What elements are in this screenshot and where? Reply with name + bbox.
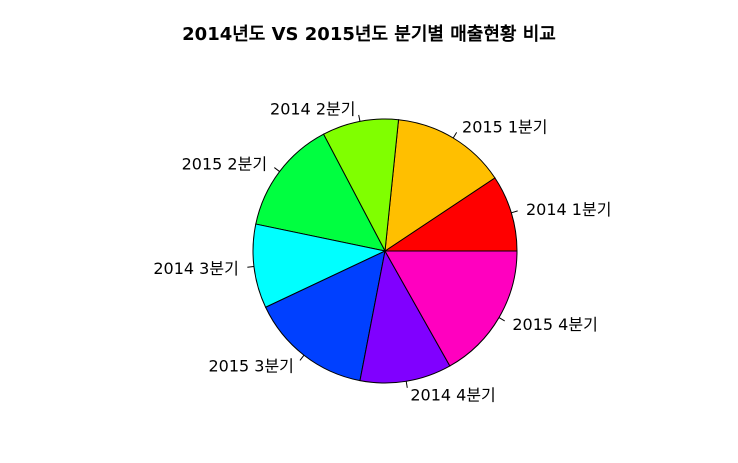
slice-leader-line xyxy=(405,381,408,388)
slice-leader-line xyxy=(358,114,361,122)
pie-slice xyxy=(322,118,400,253)
slice-leader-line xyxy=(452,132,458,139)
slice-label: 2014 1분기 xyxy=(526,200,611,219)
pie-slice xyxy=(255,133,386,252)
slice-label: 2015 3분기 xyxy=(208,357,293,376)
slice-leader-line xyxy=(274,167,280,172)
pie-labels: 2014 1분기 2015 1분기 2014 2분기 2015 2분기 2014 3분기… xyxy=(153,99,611,404)
pie-slice xyxy=(252,223,387,308)
pie-slice xyxy=(384,250,518,367)
pie-slices xyxy=(252,118,518,384)
slice-leader-line xyxy=(498,317,505,322)
pie-slice xyxy=(264,250,386,382)
slice-label: 2014 3분기 xyxy=(153,259,238,278)
slice-leader-line xyxy=(247,265,254,268)
slice-label: 2014 2분기 xyxy=(270,99,355,118)
chart-title: 2014년도 VS 2015년도 분기별 매출현황 비교 xyxy=(182,24,556,45)
pie-slice xyxy=(383,177,518,252)
pie-slice xyxy=(384,119,496,253)
slice-leader-line xyxy=(511,210,518,214)
slice-label: 2014 4분기 xyxy=(410,385,495,404)
slice-label: 2015 4분기 xyxy=(512,315,597,334)
slice-label: 2015 1분기 xyxy=(462,118,547,137)
slice-label: 2015 2분기 xyxy=(182,155,267,174)
slice-leader-line xyxy=(299,354,305,361)
